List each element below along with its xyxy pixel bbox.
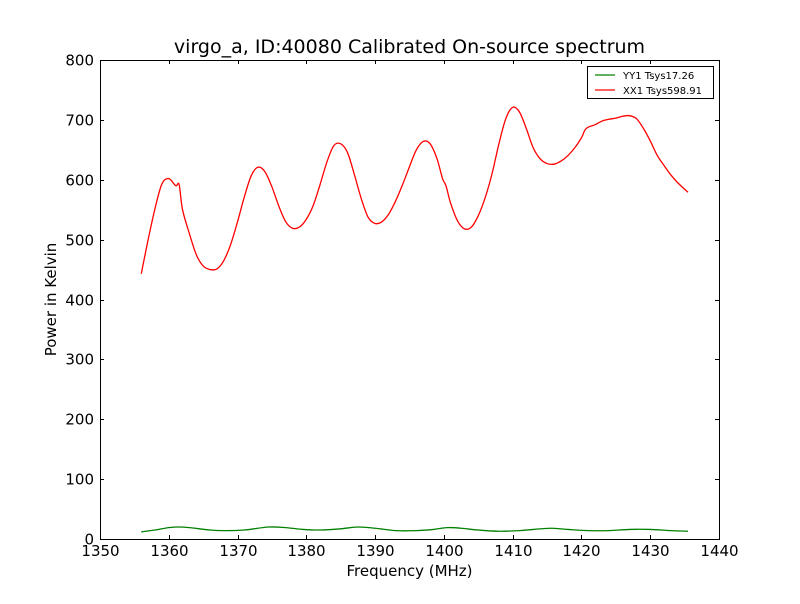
- y-tick-label: 500: [65, 232, 94, 250]
- y-tick-label: 200: [65, 411, 94, 429]
- y-tick-label: 600: [65, 172, 94, 190]
- legend-entries: YY1 Tsys17.26 XX1 Tsys598.91: [595, 71, 702, 97]
- y-tick-label: 300: [65, 351, 94, 369]
- series-line-xx1: [140, 106, 689, 274]
- x-tick-label: 1430: [631, 542, 669, 560]
- y-tick-label: 700: [65, 112, 94, 130]
- x-tick-label: 1410: [494, 542, 532, 560]
- y-axis-ticks: 0 100 200 300 400 500 600 700 800: [65, 52, 719, 549]
- legend-label: XX1 Tsys598.91: [623, 86, 702, 97]
- x-tick-label: 1420: [562, 542, 600, 560]
- series-line-yy1: [141, 526, 689, 533]
- x-tick-label: 1400: [425, 542, 463, 560]
- chart-title: virgo_a, ID:40080 Calibrated On-source s…: [174, 36, 645, 58]
- legend-box: [587, 66, 714, 99]
- series-layer: [140, 106, 689, 533]
- x-tick-label: 1360: [150, 542, 188, 560]
- y-tick-label: 400: [65, 292, 94, 310]
- y-tick-label: 800: [65, 52, 94, 70]
- y-tick-label: 0: [84, 531, 94, 549]
- legend: YY1 Tsys17.26 XX1 Tsys598.91: [587, 66, 714, 99]
- x-tick-label: 1380: [287, 542, 325, 560]
- legend-label: YY1 Tsys17.26: [622, 71, 694, 82]
- x-axis-label: Frequency (MHz): [346, 562, 472, 580]
- x-tick-label: 1370: [219, 542, 257, 560]
- y-axis-label: Power in Kelvin: [42, 243, 60, 357]
- x-axis-ticks: 1350 1360 1370 1380 1390 1400 1410 1420 1430 1440: [81, 60, 739, 560]
- x-tick-label: 1350: [81, 542, 119, 560]
- x-tick-label: 1390: [356, 542, 394, 560]
- y-tick-label: 100: [65, 471, 94, 489]
- plot-area: [100, 60, 719, 539]
- plot-frame: [100, 60, 720, 540]
- x-tick-label: 1440: [700, 542, 738, 560]
